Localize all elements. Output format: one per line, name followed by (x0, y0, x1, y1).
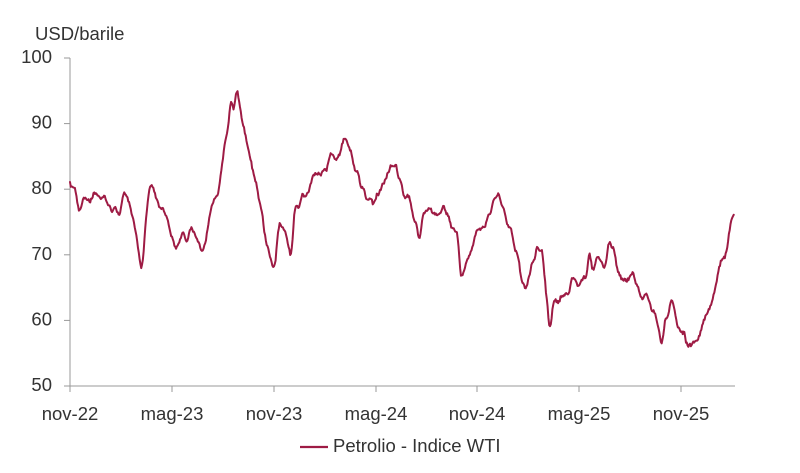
svg-text:mag-25: mag-25 (548, 403, 611, 424)
svg-text:90: 90 (31, 112, 52, 133)
svg-text:mag-24: mag-24 (345, 403, 408, 424)
svg-text:nov-23: nov-23 (246, 403, 303, 424)
svg-text:70: 70 (31, 243, 52, 264)
svg-text:80: 80 (31, 177, 52, 198)
svg-text:mag-23: mag-23 (141, 403, 204, 424)
svg-text:50: 50 (31, 374, 52, 395)
svg-text:Petrolio - Indice WTI: Petrolio - Indice WTI (333, 435, 501, 456)
svg-text:USD/barile: USD/barile (35, 23, 124, 44)
svg-text:nov-24: nov-24 (449, 403, 506, 424)
svg-text:nov-22: nov-22 (42, 403, 99, 424)
svg-text:100: 100 (21, 46, 52, 67)
svg-text:60: 60 (31, 308, 52, 329)
svg-text:nov-25: nov-25 (653, 403, 710, 424)
